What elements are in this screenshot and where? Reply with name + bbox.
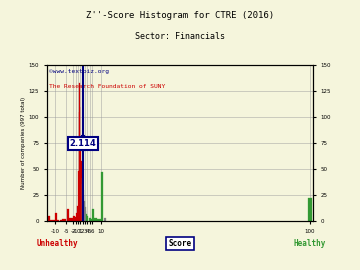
- Bar: [80, 143, 81, 221]
- Bar: [85, 207, 86, 221]
- Bar: [67, 209, 69, 221]
- Bar: [64, 219, 67, 221]
- Bar: [84, 195, 85, 221]
- Bar: [76, 213, 77, 221]
- Bar: [307, 198, 312, 221]
- Text: Score: Score: [168, 239, 192, 248]
- Bar: [89, 218, 90, 221]
- Bar: [53, 220, 55, 221]
- Bar: [73, 216, 75, 221]
- Bar: [83, 190, 84, 221]
- Bar: [101, 172, 103, 221]
- Bar: [50, 220, 53, 221]
- Bar: [104, 218, 106, 221]
- Y-axis label: Number of companies (997 total): Number of companies (997 total): [21, 97, 26, 189]
- Bar: [86, 214, 87, 221]
- Bar: [87, 216, 89, 221]
- Text: The Research Foundation of SUNY: The Research Foundation of SUNY: [49, 84, 166, 89]
- Bar: [92, 209, 94, 221]
- Bar: [69, 218, 71, 221]
- Bar: [79, 83, 80, 221]
- Bar: [60, 220, 62, 221]
- Bar: [62, 219, 64, 221]
- Text: Sector: Financials: Sector: Financials: [135, 32, 225, 41]
- Bar: [75, 217, 76, 221]
- Text: Z''-Score Histogram for CTRE (2016): Z''-Score Histogram for CTRE (2016): [86, 11, 274, 20]
- Text: Healthy: Healthy: [293, 239, 326, 248]
- Bar: [97, 219, 99, 221]
- Bar: [55, 213, 57, 221]
- Bar: [90, 218, 91, 221]
- Text: Unhealthy: Unhealthy: [37, 239, 78, 248]
- Bar: [77, 206, 78, 221]
- Bar: [48, 216, 50, 221]
- Bar: [71, 218, 73, 221]
- Bar: [99, 219, 101, 221]
- Bar: [82, 184, 83, 221]
- Text: 2.114: 2.114: [69, 139, 96, 148]
- Bar: [91, 219, 92, 221]
- Bar: [94, 218, 96, 221]
- Bar: [57, 220, 59, 221]
- Text: ©www.textbiz.org: ©www.textbiz.org: [49, 69, 109, 75]
